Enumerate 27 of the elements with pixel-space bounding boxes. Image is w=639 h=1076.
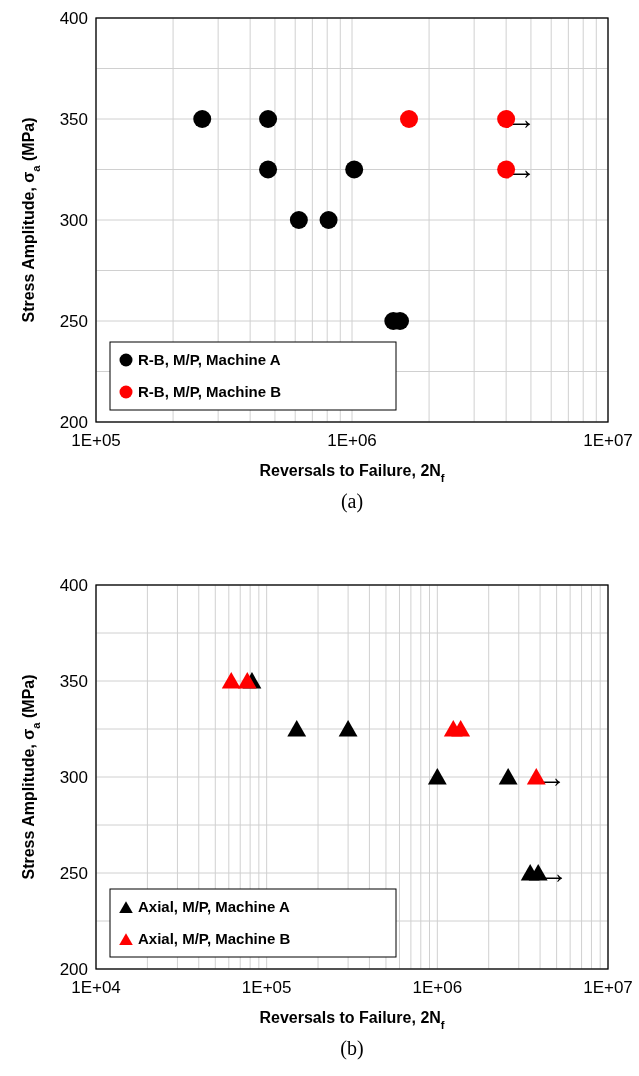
x-axis-title: Reversals to Failure, 2N$_{f}$ bbox=[259, 462, 445, 484]
legend-label: Axial, M/P, Machine A bbox=[138, 898, 290, 916]
x-axis-title: Reversals to Failure, 2N$_{f}$ bbox=[259, 1009, 445, 1031]
x-tick-label: 1E+06 bbox=[327, 431, 377, 450]
text: (b) bbox=[340, 1037, 364, 1060]
text: (a) bbox=[340, 490, 364, 513]
annotation: → bbox=[506, 101, 537, 135]
x-tick-label: 1E+04 bbox=[71, 978, 121, 997]
y-tick-label: 350 bbox=[59, 109, 88, 129]
y-tick-label: 200 bbox=[59, 959, 88, 979]
legend-label: R-B, M/P, Machine A bbox=[138, 351, 281, 369]
y-tick-label: 250 bbox=[59, 311, 88, 331]
y-tick-label: 300 bbox=[59, 210, 88, 230]
x-tick-label: 1E+07 bbox=[583, 978, 633, 997]
x-tick-label: 1E+07 bbox=[583, 431, 633, 450]
y-tick-label: 300 bbox=[59, 767, 88, 787]
y-tick-label: 200 bbox=[59, 412, 88, 432]
y-tick-label: 400 bbox=[59, 575, 88, 595]
legend-label: R-B, M/P, Machine B bbox=[138, 383, 282, 401]
y-tick-label: 400 bbox=[59, 8, 88, 28]
x-tick-label: 1E+05 bbox=[71, 431, 121, 450]
x-tick-label: 1E+05 bbox=[241, 978, 292, 997]
legend-label: Axial, M/P, Machine B bbox=[138, 930, 291, 948]
y-tick-label: 350 bbox=[59, 671, 88, 691]
annotation: → bbox=[506, 152, 537, 186]
x-tick-label: 1E+06 bbox=[412, 978, 463, 997]
y-tick-label: 250 bbox=[59, 863, 88, 883]
